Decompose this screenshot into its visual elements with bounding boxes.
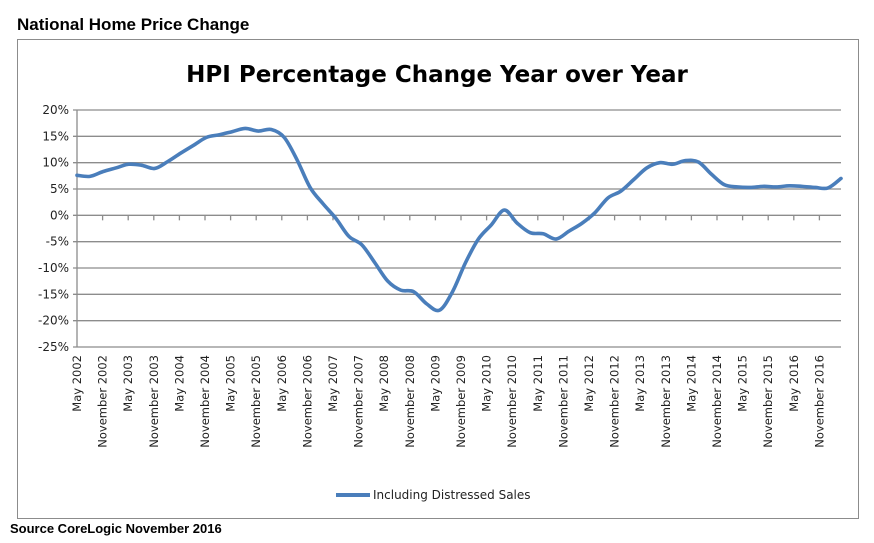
chart-frame (17, 39, 859, 519)
series-layer (75, 126, 843, 313)
y-tick-label: -10% (38, 261, 69, 275)
x-tick-label: May 2003 (121, 355, 135, 412)
x-tick-label: November 2007 (352, 355, 366, 448)
x-tick-label: May 2015 (736, 355, 750, 412)
x-tick-label: November 2004 (198, 355, 212, 448)
y-tick-label: -25% (38, 340, 69, 354)
x-tick-label: May 2014 (684, 355, 698, 412)
x-tick-label: May 2011 (531, 355, 545, 412)
x-tick-label: November 2013 (659, 355, 673, 448)
y-tick-label: -5% (46, 235, 69, 249)
x-tick-label: November 2012 (608, 355, 622, 448)
x-axis (76, 110, 821, 347)
x-tick-label: May 2005 (224, 355, 238, 412)
x-tick-label: November 2015 (761, 355, 775, 448)
x-tick-label: November 2008 (403, 355, 417, 448)
y-axis-labels: 20% 15% 10% 5% 0% -5% -10% -15% -20% -25% (38, 103, 69, 354)
x-tick-label: November 2016 (812, 355, 826, 448)
x-tick-label: May 2013 (633, 355, 647, 412)
x-tick-label: May 2006 (275, 355, 289, 412)
x-tick-label: May 2007 (326, 355, 340, 412)
legend-label: Including Distressed Sales (373, 488, 531, 502)
x-tick-label: November 2002 (96, 355, 110, 448)
y-tick-label: -15% (38, 287, 69, 301)
x-tick-label: May 2002 (70, 355, 84, 412)
y-tick-label: 5% (50, 182, 69, 196)
series-line-including-distressed-sales (75, 126, 843, 313)
y-tick-label: 10% (42, 156, 69, 170)
page-heading: National Home Price Change (17, 15, 250, 34)
y-tick-label: -20% (38, 314, 69, 328)
x-tick-label: November 2006 (300, 355, 314, 448)
chart-title: HPI Percentage Change Year over Year (186, 62, 688, 88)
source-note: Source CoreLogic November 2016 (10, 521, 222, 536)
x-tick-label: May 2012 (582, 355, 596, 412)
x-tick-label: May 2009 (428, 355, 442, 412)
x-axis-labels: May 2002 November 2002 May 2003 November 20… (70, 355, 826, 448)
gridlines (73, 109, 841, 348)
x-tick-label: November 2011 (556, 355, 570, 448)
legend: Including Distressed Sales (336, 488, 531, 502)
y-tick-label: 0% (50, 208, 69, 222)
y-tick-label: 15% (42, 129, 69, 143)
x-tick-label: May 2010 (480, 355, 494, 412)
x-tick-label: November 2009 (454, 355, 468, 448)
x-tick-label: May 2016 (787, 355, 801, 412)
x-tick-label: November 2014 (710, 355, 724, 448)
x-tick-label: November 2003 (147, 355, 161, 448)
x-tick-label: November 2005 (249, 355, 263, 448)
y-tick-label: 20% (42, 103, 69, 117)
x-tick-label: May 2004 (172, 355, 186, 412)
x-tick-label: May 2008 (377, 355, 391, 412)
x-tick-label: November 2010 (505, 355, 519, 448)
